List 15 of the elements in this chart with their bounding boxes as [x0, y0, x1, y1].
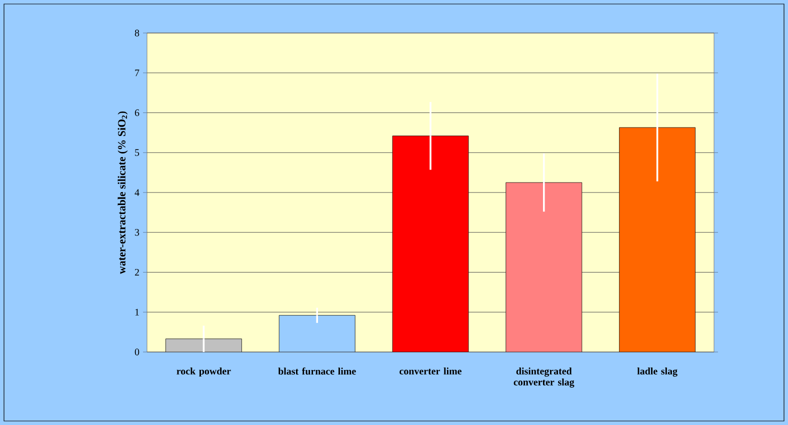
x-tick-label: converter lime: [400, 367, 462, 375]
y-tick-label: 0: [134, 348, 140, 356]
y-tick-label: 8: [134, 30, 140, 36]
y-tick-label: 7: [135, 70, 140, 76]
y-tick-label: 3: [135, 229, 140, 236]
y-tick-label: 6: [134, 109, 140, 116]
y-tick-label: 5: [135, 149, 140, 156]
x-tick-label: ladle slag: [637, 367, 678, 377]
y-axis-title: water-extractable silicate (% SiO$_{2}$): [118, 111, 128, 274]
y-tick-label: 4: [134, 189, 140, 196]
x-tick-label: disintegrated converter slag: [514, 367, 574, 388]
x-tick-label: rock powder: [176, 367, 231, 377]
y-tick-label: 1: [135, 308, 139, 316]
y-tick-label: 2: [134, 268, 139, 276]
x-tick-label: blast furnace lime: [278, 368, 356, 375]
